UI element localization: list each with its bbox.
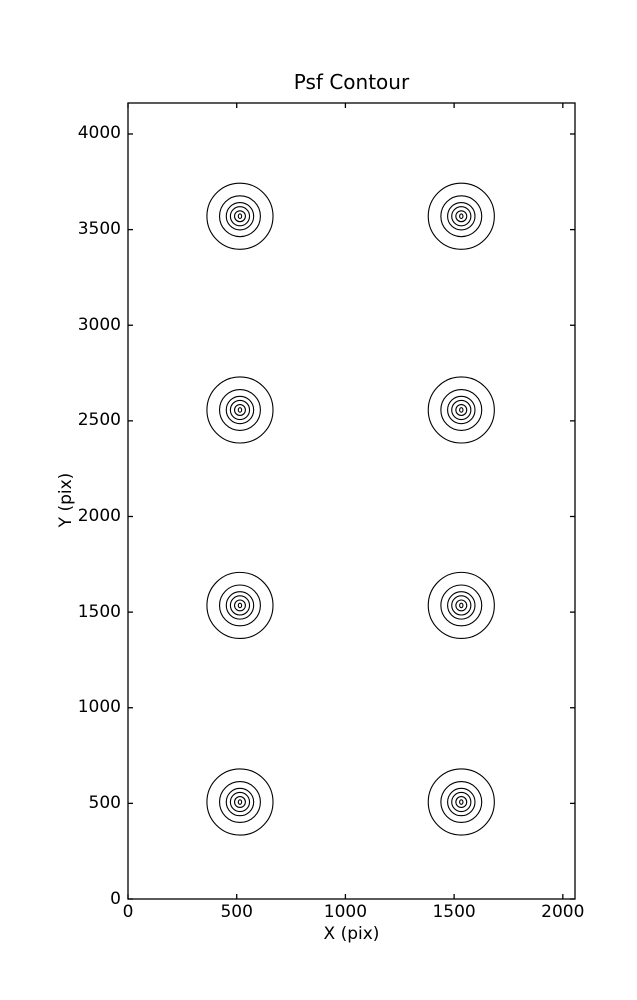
psf-contour-ring (447, 591, 476, 620)
y-tick-label: 2500 (77, 410, 121, 431)
psf-contour-ring (451, 595, 472, 616)
psf-contour-ring (459, 407, 464, 413)
psf-contour-ring (455, 599, 468, 612)
y-tick-label: 1500 (77, 601, 121, 622)
psf-contour-ring (237, 213, 243, 220)
psf-contour-ring (225, 201, 255, 231)
psf-contour-ring (229, 399, 251, 421)
y-tick-label: 2000 (77, 505, 121, 526)
psf-contour-ring (229, 595, 251, 616)
psf-contour-ring (427, 376, 495, 444)
psf-contour-ring (218, 584, 261, 627)
y-tick-label: 3000 (77, 314, 121, 335)
chart-title: Psf Contour (293, 70, 410, 94)
psf-contour-ring (451, 791, 472, 813)
x-tick-label: 0 (122, 902, 134, 922)
x-tick-label: 1000 (323, 902, 368, 922)
psf-contour-ring (229, 206, 251, 227)
psf-contour-ring (447, 395, 476, 425)
psf-contour-ring (233, 796, 246, 809)
psf-contour-ring (237, 799, 243, 805)
psf-contour-ring (225, 395, 255, 425)
psf-contour-ring (237, 407, 243, 413)
psf-contour-ring (440, 195, 483, 238)
x-tick-label: 500 (220, 902, 253, 922)
x-axis-label: X (pix) (323, 924, 380, 944)
psf-contour-ring (451, 206, 472, 227)
psf-contour-ring (427, 182, 495, 250)
psf-contour-ring (233, 599, 246, 612)
y-axis-label: Y (pix) (56, 472, 76, 528)
psf-contour-ring (427, 768, 495, 836)
psf-contour-ring (459, 602, 464, 609)
psf-contour-ring (447, 201, 476, 231)
psf-contour-ring (233, 403, 246, 416)
x-tick-label: 2000 (541, 902, 585, 922)
psf-contour-ring (440, 584, 483, 627)
psf-contour-ring (427, 571, 495, 640)
y-tick-label: 4000 (77, 123, 121, 144)
psf-contour-ring (206, 768, 274, 836)
psf-contour-ring (237, 602, 243, 609)
axes-frame (127, 102, 576, 900)
psf-contour-ring (455, 210, 468, 223)
psf-contour-ring (233, 210, 246, 223)
psf-contour-ring (451, 399, 472, 421)
psf-contour-ring (447, 787, 476, 817)
x-tick-label: 1500 (432, 902, 476, 922)
psf-contour-ring (229, 791, 251, 813)
psf-contour-ring (440, 781, 483, 824)
psf-contour-ring (218, 781, 261, 824)
psf-contour-ring (206, 376, 274, 444)
psf-contour-ring (459, 213, 464, 220)
y-tick-label: 500 (88, 792, 121, 813)
psf-contour-ring (206, 182, 274, 250)
y-tick-label: 0 (110, 888, 121, 909)
psf-contour-ring (225, 787, 255, 817)
y-tick-label: 1000 (77, 697, 121, 718)
psf-contour-ring (459, 799, 464, 805)
psf-contour-ring (206, 571, 274, 640)
psf-contour-ring (440, 388, 483, 431)
psf-contour-ring (218, 388, 261, 431)
psf-contour-ring (455, 403, 468, 416)
y-tick-label: 3500 (77, 219, 121, 240)
psf-contour-ring (455, 796, 468, 809)
psf-contour-ring (225, 591, 255, 620)
psf-contour-ring (218, 195, 261, 238)
